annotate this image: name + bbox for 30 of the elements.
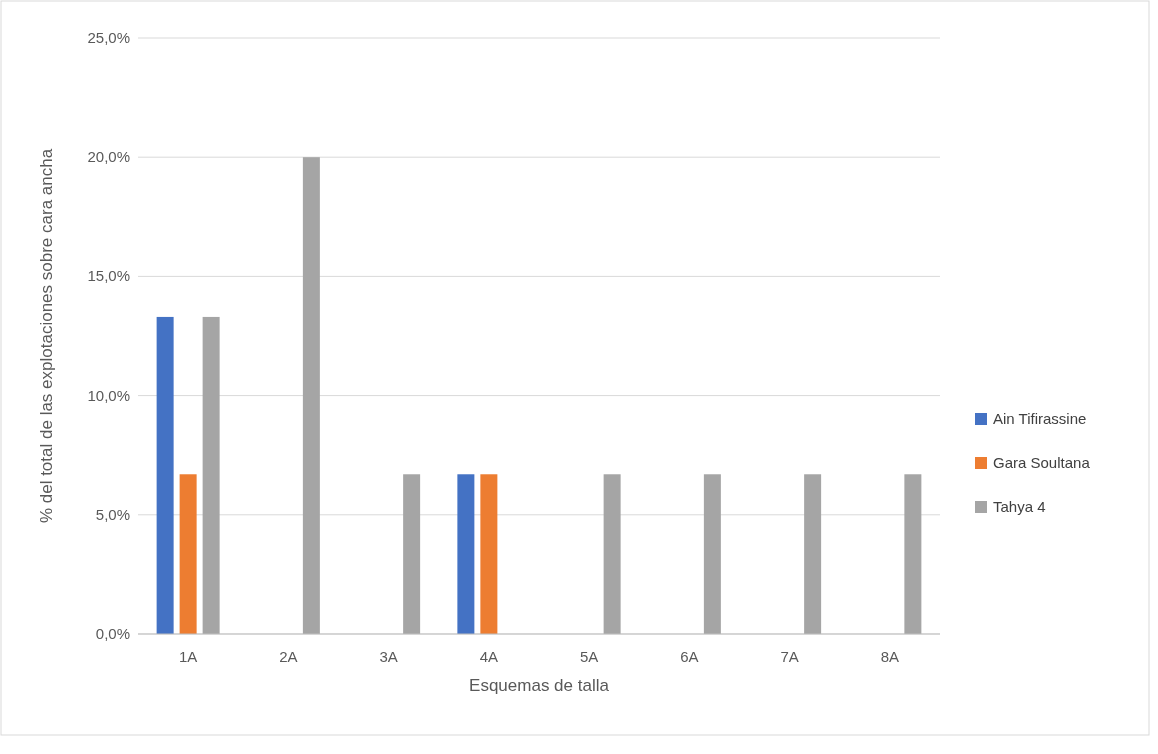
x-tick-label: 4A: [479, 648, 499, 665]
x-tick-label: 2A: [279, 648, 298, 665]
bar: [403, 474, 421, 634]
x-tick-label: 7A: [780, 648, 799, 665]
bar: [703, 474, 721, 634]
x-tick-label: 1A: [178, 648, 198, 665]
y-tick-label: 25,0%: [87, 29, 130, 46]
x-tick-label: 5A: [579, 648, 599, 665]
x-tick-label: 3A: [379, 648, 398, 665]
x-tick-label: 8A: [880, 648, 900, 665]
y-tick-label: 0,0%: [95, 625, 130, 642]
y-tick-label: 10,0%: [87, 386, 130, 404]
bar: [457, 474, 475, 634]
y-tick-label: 15,0%: [87, 267, 130, 285]
legend-label: Ain Tifirassine: [993, 410, 1087, 427]
y-tick-label: 20,0%: [87, 148, 130, 166]
bar: [603, 474, 621, 634]
legend-label: Gara Soultana: [993, 454, 1091, 471]
bar: [904, 474, 922, 634]
bar: [302, 157, 320, 634]
bar: [480, 474, 498, 634]
x-tick-label: 6A: [680, 648, 699, 665]
y-tick-label: 5,0%: [95, 505, 130, 523]
bar: [156, 316, 174, 634]
bar: [804, 474, 822, 634]
legend-label: Tahya 4: [993, 498, 1046, 515]
bar: [179, 474, 197, 634]
x-axis-title: Esquemas de talla: [469, 676, 610, 695]
bar: [202, 316, 220, 634]
y-axis-title: % del total de las explotaciones sobre cara ancha: [37, 148, 56, 524]
